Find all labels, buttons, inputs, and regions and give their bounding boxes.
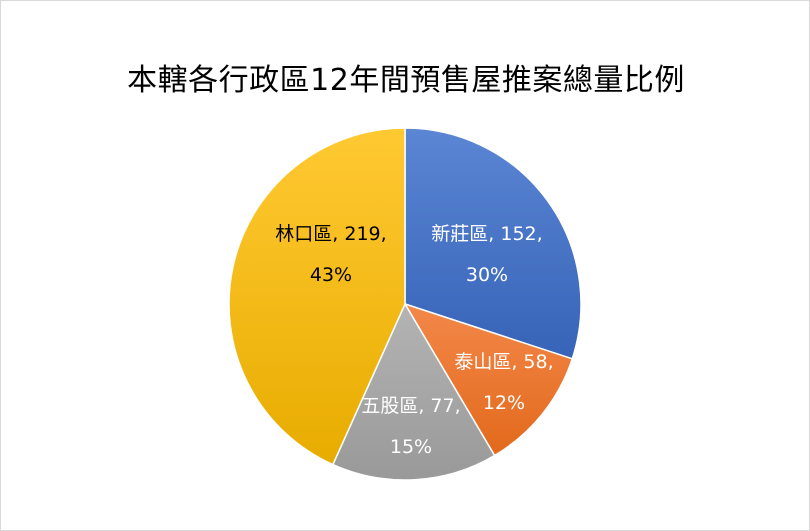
data-label-name-2: 泰山區, 58,	[454, 351, 553, 373]
pie-slice-4	[228, 127, 406, 466]
pie-slice-3	[331, 302, 496, 481]
data-label-percent-1: 30%	[466, 264, 508, 286]
pie-slices	[228, 127, 582, 481]
data-label-percent-4: 43%	[310, 264, 352, 286]
data-label-name-4: 林口區, 219,	[275, 223, 386, 245]
data-label-percent-3: 15%	[390, 436, 432, 458]
data-label-percent-2: 12%	[483, 392, 525, 414]
chart-title: 本轄各行政區12年間預售屋推案總量比例	[127, 63, 685, 98]
pie-slice-1	[404, 127, 582, 360]
pie-slice-2	[403, 302, 574, 457]
data-label-name-3: 五股區, 77,	[361, 395, 460, 417]
pie-data-labels: 新莊區, 152, 30% 泰山區, 58, 12% 五股區, 77, 15% 林口區, 2…	[275, 223, 553, 458]
data-label-name-1: 新莊區, 152,	[431, 223, 542, 245]
